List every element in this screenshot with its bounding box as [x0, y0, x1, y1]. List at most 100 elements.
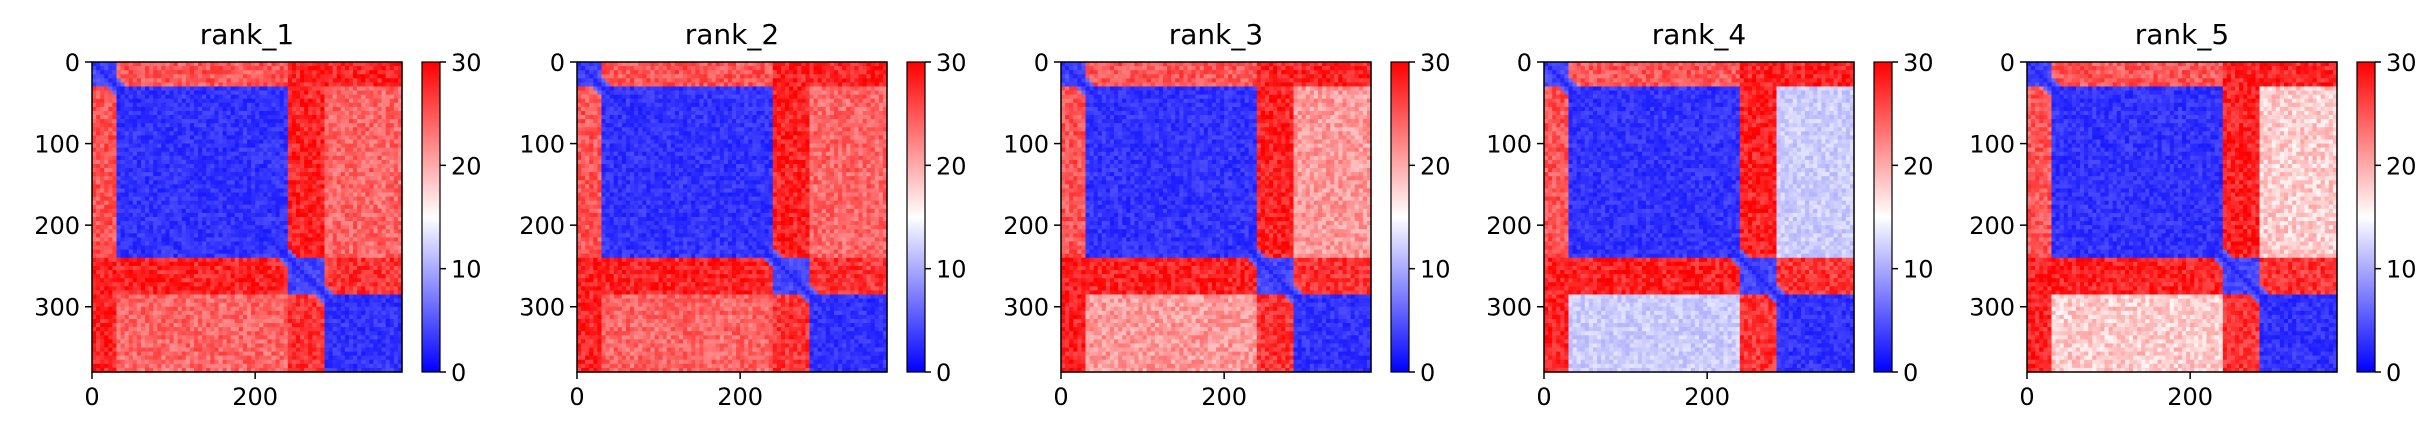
- heatmap-cell: [263, 82, 268, 88]
- heatmap-cell: [173, 261, 179, 267]
- heatmap-cell: [198, 102, 203, 108]
- heatmap-cell: [247, 270, 252, 275]
- heatmap-cell: [336, 217, 342, 222]
- heatmap-cell: [373, 282, 379, 287]
- heatmap-cell: [145, 249, 150, 255]
- heatmap-cell: [92, 204, 97, 210]
- heatmap-cell: [312, 241, 317, 247]
- heatmap-cell: [247, 147, 252, 153]
- heatmap-cell: [149, 323, 154, 328]
- heatmap-cell: [267, 253, 273, 259]
- heatmap-cell: [222, 196, 228, 202]
- heatmap-cell: [226, 225, 232, 230]
- heatmap-cell: [185, 217, 191, 222]
- heatmap-cell: [300, 318, 305, 324]
- heatmap-cell: [373, 127, 379, 132]
- heatmap-cell: [308, 278, 313, 283]
- heatmap-cell: [116, 123, 122, 128]
- heatmap-cell: [397, 314, 403, 320]
- heatmap-cell: [393, 261, 399, 267]
- heatmap-cell: [120, 253, 126, 259]
- heatmap-cell: [100, 102, 105, 108]
- heatmap-cell: [169, 196, 175, 202]
- heatmap-cell: [169, 172, 175, 177]
- heatmap-cell: [255, 86, 260, 92]
- heatmap-cell: [112, 143, 118, 149]
- heatmap-cell: [189, 90, 195, 96]
- heatmap-cell: [389, 151, 395, 157]
- heatmap-cell: [373, 278, 379, 283]
- heatmap-cell: [234, 245, 240, 251]
- heatmap-cell: [357, 318, 362, 324]
- heatmap-cell: [173, 278, 179, 283]
- heatmap-cell: [242, 143, 248, 149]
- heatmap-cell: [202, 188, 207, 194]
- heatmap-cell: [393, 70, 399, 75]
- heatmap-cell: [128, 208, 134, 214]
- heatmap-cell: [300, 94, 305, 100]
- heatmap-cell: [210, 188, 215, 194]
- heatmap-cell: [255, 221, 260, 226]
- heatmap-cell: [373, 163, 379, 169]
- heatmap-cell: [316, 94, 322, 100]
- heatmap-cell: [238, 217, 244, 222]
- heatmap-cell: [145, 66, 150, 71]
- heatmap-cell: [247, 176, 252, 181]
- heatmap-cell: [287, 74, 293, 79]
- heatmap-cell: [295, 265, 301, 271]
- heatmap-cell: [348, 163, 354, 169]
- heatmap-cell: [169, 168, 175, 173]
- heatmap-cell: [279, 110, 285, 116]
- heatmap-cell: [353, 119, 358, 124]
- heatmap-cell: [275, 159, 281, 165]
- heatmap-cell: [287, 119, 293, 124]
- heatmap-cell: [247, 208, 252, 214]
- heatmap-cell: [161, 200, 167, 206]
- heatmap-cell: [385, 286, 391, 292]
- heatmap-cell: [344, 282, 350, 287]
- heatmap-cell: [206, 62, 211, 67]
- heatmap-cell: [189, 66, 195, 71]
- heatmap-cell: [198, 184, 203, 190]
- heatmap-cell: [96, 318, 101, 324]
- heatmap-cell: [271, 172, 277, 177]
- heatmap-cell: [128, 229, 134, 234]
- heatmap-cell: [271, 147, 277, 153]
- heatmap-cell: [283, 147, 289, 153]
- heatmap-cell: [283, 318, 289, 324]
- heatmap-cell: [92, 323, 97, 328]
- heatmap-cell: [361, 147, 366, 153]
- heatmap-cell: [328, 127, 334, 132]
- heatmap-cell: [389, 119, 395, 124]
- heatmap-cell: [353, 249, 358, 255]
- heatmap-cell: [255, 115, 260, 120]
- heatmap-cell: [295, 94, 301, 100]
- heatmap-cell: [304, 233, 309, 238]
- heatmap-cell: [140, 261, 146, 267]
- heatmap-cell: [104, 314, 109, 320]
- heatmap-cell: [140, 233, 146, 238]
- heatmap-cell: [275, 298, 281, 304]
- heatmap-cell: [157, 241, 162, 247]
- heatmap-cell: [247, 70, 252, 75]
- heatmap-cell: [361, 119, 366, 124]
- heatmap-cell: [149, 119, 154, 124]
- heatmap-cell: [389, 188, 395, 194]
- heatmap-cell: [149, 86, 154, 92]
- heatmap-cell: [283, 306, 289, 312]
- heatmap-cell: [283, 90, 289, 96]
- heatmap-cell: [108, 119, 113, 124]
- heatmap-cell: [279, 147, 285, 153]
- heatmap-cell: [267, 135, 273, 141]
- heatmap-cell: [361, 310, 366, 316]
- heatmap-cell: [120, 327, 126, 332]
- heatmap-cell: [157, 62, 162, 67]
- heatmap-cell: [173, 212, 179, 218]
- heatmap-cell: [92, 115, 97, 120]
- heatmap-cell: [161, 184, 167, 190]
- heatmap-cell: [124, 302, 130, 308]
- heatmap-cell: [251, 176, 256, 181]
- heatmap-cell: [247, 327, 252, 332]
- heatmap-cell: [320, 123, 326, 128]
- heatmap-cell: [108, 62, 113, 67]
